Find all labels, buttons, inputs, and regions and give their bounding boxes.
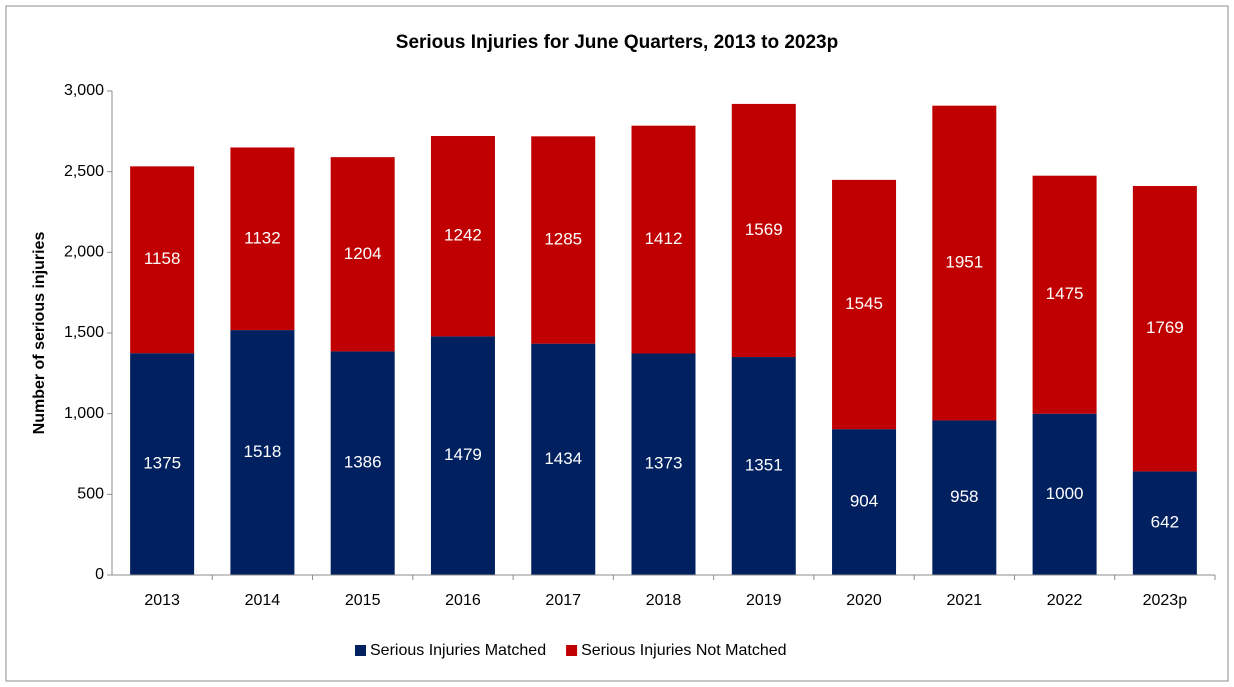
data-label: 1373: [645, 454, 683, 473]
x-tick-label: 2014: [245, 592, 281, 609]
data-label: 1518: [243, 442, 281, 461]
bar-segment: [932, 105, 997, 421]
legend-label: Serious Injuries Matched: [370, 642, 546, 659]
data-label: 1569: [745, 220, 783, 239]
y-tick-label: 0: [95, 566, 104, 583]
legend-label: Serious Injuries Not Matched: [581, 642, 786, 659]
bar-segment: [130, 166, 195, 354]
data-label: 642: [1151, 513, 1179, 532]
bar-segment: [832, 179, 897, 430]
data-label: 1285: [544, 229, 582, 248]
data-label: 1351: [745, 456, 783, 475]
bar-segment: [230, 147, 295, 331]
data-label: 1000: [1046, 484, 1084, 503]
data-label: 1375: [143, 454, 181, 473]
x-tick-label: 2021: [947, 592, 983, 609]
data-label: 1242: [444, 226, 482, 245]
x-tick-label: 2018: [646, 592, 682, 609]
y-tick-label: 1,500: [64, 324, 104, 341]
data-label: 1132: [244, 228, 281, 247]
data-label: 1412: [645, 229, 683, 248]
x-tick-label: 2015: [345, 592, 381, 609]
bar-segment: [330, 351, 395, 575]
data-label: 1769: [1146, 318, 1184, 337]
chart-title: Serious Injuries for June Quarters, 2013…: [396, 32, 838, 53]
y-tick-label: 3,000: [64, 82, 104, 99]
data-label: 904: [850, 492, 878, 511]
x-tick-label: 2020: [846, 592, 882, 609]
bar-segment: [230, 330, 295, 575]
bar-segment: [731, 103, 796, 358]
x-tick-label: 2017: [545, 592, 581, 609]
legend-swatch: [355, 645, 366, 656]
chart-border: [5, 5, 1229, 682]
bar-segment: [932, 420, 997, 575]
bar-segment: [130, 353, 195, 575]
bar-segment: [631, 125, 696, 354]
bar-segment: [832, 429, 897, 575]
x-tick-label: 2019: [746, 592, 782, 609]
y-axis-label: Number of serious injuries: [31, 232, 48, 435]
data-label: 1951: [945, 253, 983, 272]
bar-segment: [430, 136, 495, 337]
data-label: 1434: [544, 449, 582, 468]
y-tick-label: 2,000: [64, 244, 104, 261]
bar-segment: [330, 157, 395, 352]
bar-segment: [1132, 186, 1197, 472]
data-label: 1386: [344, 453, 382, 472]
bar-segment: [731, 357, 796, 575]
data-label: 1545: [845, 294, 883, 313]
x-tick-label: 2013: [144, 592, 180, 609]
data-label: 1204: [344, 244, 382, 263]
bar-segment: [1032, 413, 1097, 575]
y-tick-label: 2,500: [64, 163, 104, 180]
x-tick-label: 2016: [445, 592, 481, 609]
data-label: 1479: [444, 445, 482, 464]
bar-segment: [531, 343, 596, 575]
x-tick-label: 2023p: [1143, 592, 1188, 609]
y-tick-label: 500: [77, 486, 104, 503]
bar-segment: [1132, 471, 1197, 575]
bar-segment: [1032, 175, 1097, 414]
data-label: 958: [950, 487, 978, 506]
bar-segment: [631, 353, 696, 575]
data-label: 1475: [1046, 284, 1084, 303]
legend-swatch: [566, 645, 578, 656]
bar-segment: [531, 136, 596, 344]
bar-segment: [430, 336, 495, 575]
data-label: 1158: [144, 249, 181, 268]
y-tick-label: 1,000: [64, 405, 104, 422]
x-tick-label: 2022: [1047, 592, 1083, 609]
